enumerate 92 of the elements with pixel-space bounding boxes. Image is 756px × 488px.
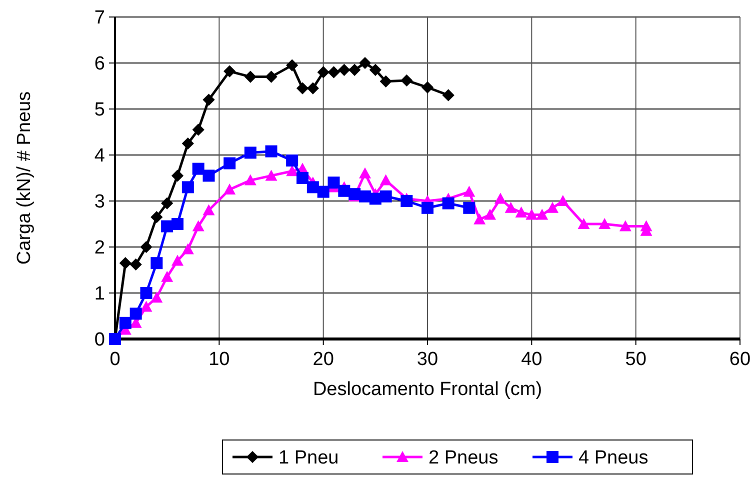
point	[266, 71, 277, 83]
y-tick-label: 0	[94, 330, 105, 351]
point	[494, 192, 506, 204]
point	[150, 211, 162, 223]
point	[380, 76, 392, 88]
point	[504, 202, 517, 213]
point	[119, 316, 132, 329]
y-tick-label: 4	[94, 146, 106, 167]
y-axis-title: Carga (kN)/ # Pneus	[14, 91, 35, 265]
point	[442, 89, 454, 101]
point	[130, 258, 142, 270]
point	[307, 82, 319, 94]
legend-label: 2 Pneus	[428, 448, 498, 469]
point	[328, 176, 340, 189]
y-tick-label: 5	[94, 100, 105, 121]
point	[370, 64, 382, 76]
point	[463, 202, 476, 214]
legend-label: 1 Pneu	[278, 448, 339, 469]
point	[286, 60, 298, 72]
point	[348, 64, 360, 76]
x-tick-label: 10	[208, 349, 230, 370]
x-tick-label: 50	[625, 349, 646, 370]
point	[224, 66, 236, 78]
point	[400, 195, 413, 207]
point	[619, 220, 632, 232]
point	[359, 167, 371, 178]
point	[150, 257, 163, 270]
point	[172, 254, 184, 266]
point	[526, 208, 538, 220]
point	[224, 157, 236, 170]
x-tick-label: 20	[312, 349, 334, 370]
point	[400, 74, 412, 86]
x-tick-label: 30	[416, 349, 438, 370]
y-tick-label: 2	[94, 238, 105, 259]
point	[182, 181, 194, 194]
point	[202, 170, 215, 182]
point	[380, 190, 392, 202]
y-tick-label: 7	[94, 8, 105, 29]
point	[484, 208, 496, 220]
point	[130, 308, 142, 320]
point	[328, 66, 340, 78]
point	[182, 138, 194, 150]
point	[140, 241, 152, 253]
point	[306, 181, 319, 194]
point	[244, 71, 256, 83]
point	[422, 82, 434, 94]
point	[161, 220, 174, 232]
point	[140, 287, 152, 299]
point	[172, 218, 184, 230]
point	[296, 172, 308, 184]
point	[202, 204, 215, 216]
point	[182, 243, 194, 254]
point	[192, 124, 204, 136]
point	[172, 170, 184, 182]
x-tick-label: 40	[521, 349, 542, 370]
point	[244, 146, 256, 159]
point	[203, 94, 214, 106]
point	[265, 170, 278, 181]
x-axis-title: Deslocamento Frontal (cm)	[312, 379, 542, 400]
point	[150, 292, 163, 303]
point	[598, 218, 611, 229]
x-tick-label: 0	[110, 349, 120, 370]
point	[463, 186, 476, 197]
point	[286, 154, 298, 167]
point	[536, 208, 548, 220]
point	[442, 197, 454, 210]
point	[161, 270, 174, 282]
point	[296, 82, 308, 94]
x-tick-label: 60	[729, 349, 751, 370]
point	[318, 66, 330, 78]
point	[140, 300, 152, 312]
point	[515, 206, 528, 218]
point	[556, 195, 569, 206]
point	[224, 184, 236, 194]
point	[265, 145, 278, 158]
point	[359, 57, 371, 69]
point	[338, 184, 350, 197]
point	[578, 218, 590, 229]
point	[422, 202, 434, 214]
point	[244, 174, 256, 186]
point	[380, 174, 392, 186]
point	[120, 257, 132, 269]
point	[161, 198, 173, 210]
y-tick-label: 6	[94, 54, 105, 75]
point	[192, 162, 204, 175]
legend-label: 4 Pneus	[578, 448, 648, 469]
point	[192, 220, 204, 232]
point	[546, 202, 558, 213]
point	[474, 213, 486, 224]
point	[338, 64, 350, 76]
y-tick-label: 3	[94, 192, 105, 213]
y-tick-label: 1	[94, 284, 105, 305]
